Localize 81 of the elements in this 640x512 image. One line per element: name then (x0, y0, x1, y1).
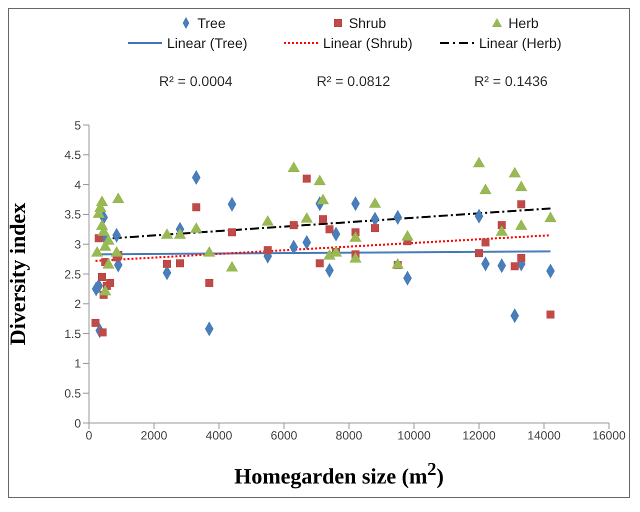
point (98, 272, 106, 281)
x-tick-label: 8000 (336, 428, 363, 443)
legend-label: Linear (Tree) (167, 35, 248, 51)
point (190, 222, 202, 233)
y-tick-label: 1 (74, 356, 82, 371)
point (368, 197, 382, 208)
point (472, 156, 486, 168)
point (401, 230, 414, 241)
x-tick-label: 10000 (397, 428, 432, 443)
text: R² = 0.0812 (316, 73, 390, 89)
x-tick-label: 0 (86, 428, 93, 443)
point (96, 195, 108, 206)
x-tick-label: 2000 (140, 428, 168, 443)
y-tick-label: 2 (74, 297, 82, 312)
point (319, 215, 327, 224)
x-tick-label: 6000 (270, 428, 298, 443)
point (163, 260, 171, 268)
x-tick-label: 12000 (462, 428, 496, 443)
point (508, 166, 521, 178)
legend-label: Linear (Herb) (479, 35, 562, 51)
point (203, 246, 216, 257)
legend-label: Tree (197, 15, 226, 31)
point (515, 180, 528, 192)
point (314, 174, 326, 186)
y-tick-label: 3.5 (64, 208, 82, 222)
point (349, 252, 362, 263)
point (510, 262, 519, 270)
point (515, 219, 528, 230)
point (228, 228, 236, 236)
point (326, 225, 334, 234)
point (482, 238, 490, 246)
legend-label: Herb (508, 15, 539, 31)
y-tick-label: 3 (74, 237, 82, 252)
point (290, 221, 298, 230)
y-tick-label: 4 (74, 178, 82, 192)
text: R² = 0.0004 (159, 73, 233, 89)
point (517, 200, 526, 208)
point (475, 249, 483, 258)
point (110, 246, 123, 257)
point (264, 246, 272, 254)
point (288, 161, 300, 172)
x-tick-label: 14000 (527, 428, 562, 443)
y-tick-label: 4.5 (64, 148, 82, 162)
point (316, 194, 330, 204)
y-tick-label: 1.5 (64, 326, 82, 341)
text: R² = 0.1436 (474, 73, 548, 89)
y-axis-title: Diversity index (4, 202, 30, 346)
point (300, 212, 313, 223)
point (192, 203, 200, 212)
point (262, 215, 274, 226)
point (316, 259, 324, 268)
point (102, 234, 115, 245)
y-tick-label: 0.5 (64, 386, 82, 400)
point (205, 278, 214, 287)
point (226, 261, 238, 272)
y-tick-label: 0 (74, 416, 82, 430)
point (392, 258, 404, 269)
point (517, 254, 526, 262)
point (106, 278, 114, 287)
point (160, 228, 174, 239)
point (371, 224, 379, 232)
y-tick-label: 5 (74, 118, 82, 132)
point (174, 228, 186, 239)
point (479, 184, 492, 194)
x-tick-label: 4000 (206, 428, 233, 443)
x-axis-title: Homegarden size (m$^{2}$) (233, 458, 445, 490)
point (112, 192, 124, 204)
point (546, 310, 554, 319)
legend-label: Linear (Shrub) (323, 35, 412, 51)
legend-label: Shrub (348, 15, 386, 31)
point (176, 259, 184, 268)
point (544, 212, 557, 222)
point (349, 231, 362, 242)
point (91, 246, 104, 257)
point (92, 318, 100, 327)
point (302, 174, 311, 183)
point (98, 328, 107, 336)
point (496, 225, 508, 236)
point (102, 258, 115, 269)
y-tick-label: 2.5 (64, 267, 82, 282)
x-tick-label: 16000 (592, 428, 626, 443)
